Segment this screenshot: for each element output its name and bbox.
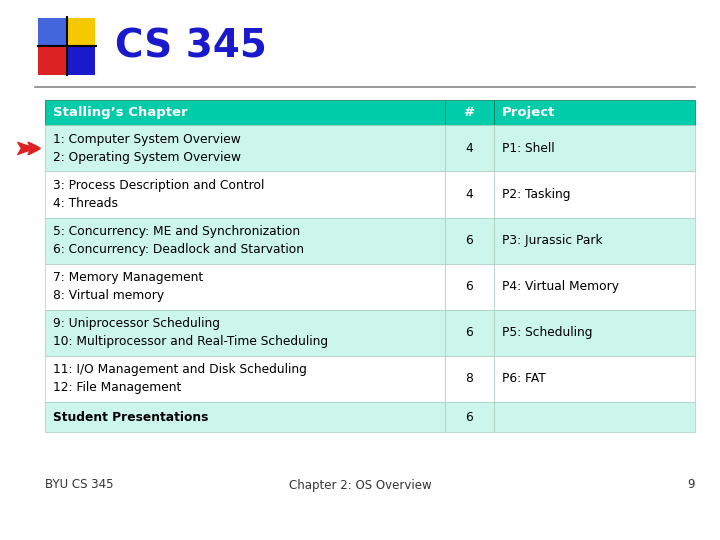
Text: 9: Uniprocessor Scheduling
10: Multiprocessor and Real-Time Scheduling: 9: Uniprocessor Scheduling 10: Multiproc…: [53, 318, 328, 348]
Bar: [445, 402, 493, 432]
Text: 6: 6: [465, 326, 473, 339]
Bar: [45, 402, 445, 432]
Text: 9: 9: [688, 478, 695, 491]
Bar: [45, 100, 445, 125]
Text: P1: Shell: P1: Shell: [502, 142, 554, 155]
Text: BYU CS 345: BYU CS 345: [45, 478, 114, 491]
Bar: [45, 125, 445, 172]
Text: #: #: [464, 106, 474, 119]
Bar: [445, 310, 493, 356]
Bar: [493, 100, 695, 125]
Bar: [493, 218, 695, 264]
Text: 4: 4: [465, 188, 473, 201]
Text: 1: Computer System Overview
2: Operating System Overview: 1: Computer System Overview 2: Operating…: [53, 133, 241, 164]
Text: 3: Process Description and Control
4: Threads: 3: Process Description and Control 4: Th…: [53, 179, 264, 210]
Text: 5: Concurrency: ME and Synchronization
6: Concurrency: Deadlock and Starvation: 5: Concurrency: ME and Synchronization 6…: [53, 225, 304, 256]
Bar: [493, 125, 695, 172]
Bar: [68, 47, 95, 75]
Bar: [445, 125, 493, 172]
Text: 6: 6: [465, 280, 473, 293]
Text: P4: Virtual Memory: P4: Virtual Memory: [502, 280, 618, 293]
Bar: [493, 402, 695, 432]
Bar: [445, 172, 493, 218]
Bar: [38, 47, 66, 75]
Text: 7: Memory Management
8: Virtual memory: 7: Memory Management 8: Virtual memory: [53, 271, 203, 302]
Text: Chapter 2: OS Overview: Chapter 2: OS Overview: [289, 478, 431, 491]
Text: P6: FAT: P6: FAT: [502, 373, 545, 386]
Bar: [445, 264, 493, 310]
Text: 11: I/O Management and Disk Scheduling
12: File Management: 11: I/O Management and Disk Scheduling 1…: [53, 363, 307, 395]
Bar: [445, 356, 493, 402]
Text: 6: 6: [465, 410, 473, 423]
Text: P3: Jurassic Park: P3: Jurassic Park: [502, 234, 602, 247]
Bar: [45, 310, 445, 356]
Text: 4: 4: [465, 142, 473, 155]
Bar: [493, 172, 695, 218]
Text: Project: Project: [502, 106, 555, 119]
Bar: [38, 18, 66, 46]
Text: P2: Tasking: P2: Tasking: [502, 188, 570, 201]
Bar: [493, 264, 695, 310]
Text: CS 345: CS 345: [115, 28, 267, 66]
Bar: [445, 100, 493, 125]
Bar: [45, 356, 445, 402]
Bar: [493, 356, 695, 402]
Bar: [45, 264, 445, 310]
Bar: [445, 218, 493, 264]
Text: Stalling’s Chapter: Stalling’s Chapter: [53, 106, 188, 119]
Text: 6: 6: [465, 234, 473, 247]
Bar: [493, 310, 695, 356]
Bar: [45, 172, 445, 218]
Bar: [68, 18, 95, 46]
Bar: [45, 218, 445, 264]
Text: 8: 8: [465, 373, 473, 386]
Text: P5: Scheduling: P5: Scheduling: [502, 326, 592, 339]
Text: Student Presentations: Student Presentations: [53, 410, 208, 423]
